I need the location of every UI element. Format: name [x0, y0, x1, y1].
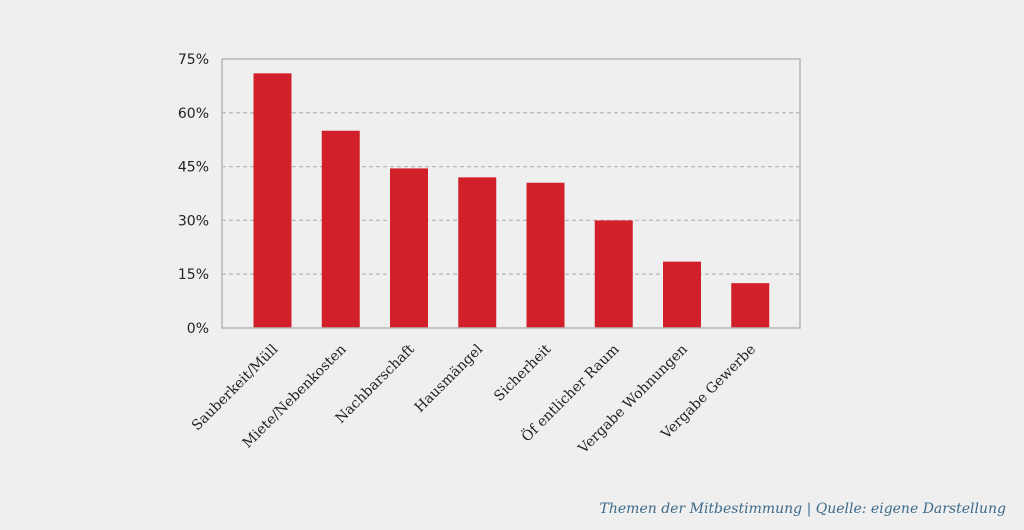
y-tick-label: 30% [178, 213, 209, 229]
grid-lines [222, 112, 800, 275]
y-tick-label: 75% [178, 52, 209, 68]
bar [594, 220, 633, 328]
x-tick-label: Vergabe Wohnungen [575, 342, 691, 458]
bar [731, 283, 770, 328]
bar [663, 261, 701, 328]
bar [526, 182, 565, 328]
bar [458, 177, 497, 328]
plot-frame [221, 58, 801, 329]
y-tick-label: 60% [178, 106, 209, 122]
bars [253, 73, 770, 328]
x-tick-label: Hausmängel [412, 341, 487, 416]
y-axis-ticks: 0% 15% 30% 45% 60% 75% [178, 52, 209, 337]
bar [253, 73, 292, 328]
x-axis-labels: Sauberkeit/MüllMiete/NebenkostenNachbars… [189, 340, 759, 457]
x-tick-label: Sicherheit [491, 341, 554, 404]
bar [321, 130, 360, 328]
figure-caption: Themen der Mitbestimmung | Quelle: eigen… [599, 501, 1006, 517]
bar [390, 168, 428, 328]
y-tick-label: 0% [187, 321, 209, 337]
y-tick-label: 15% [178, 267, 209, 283]
y-tick-label: 45% [178, 160, 209, 176]
